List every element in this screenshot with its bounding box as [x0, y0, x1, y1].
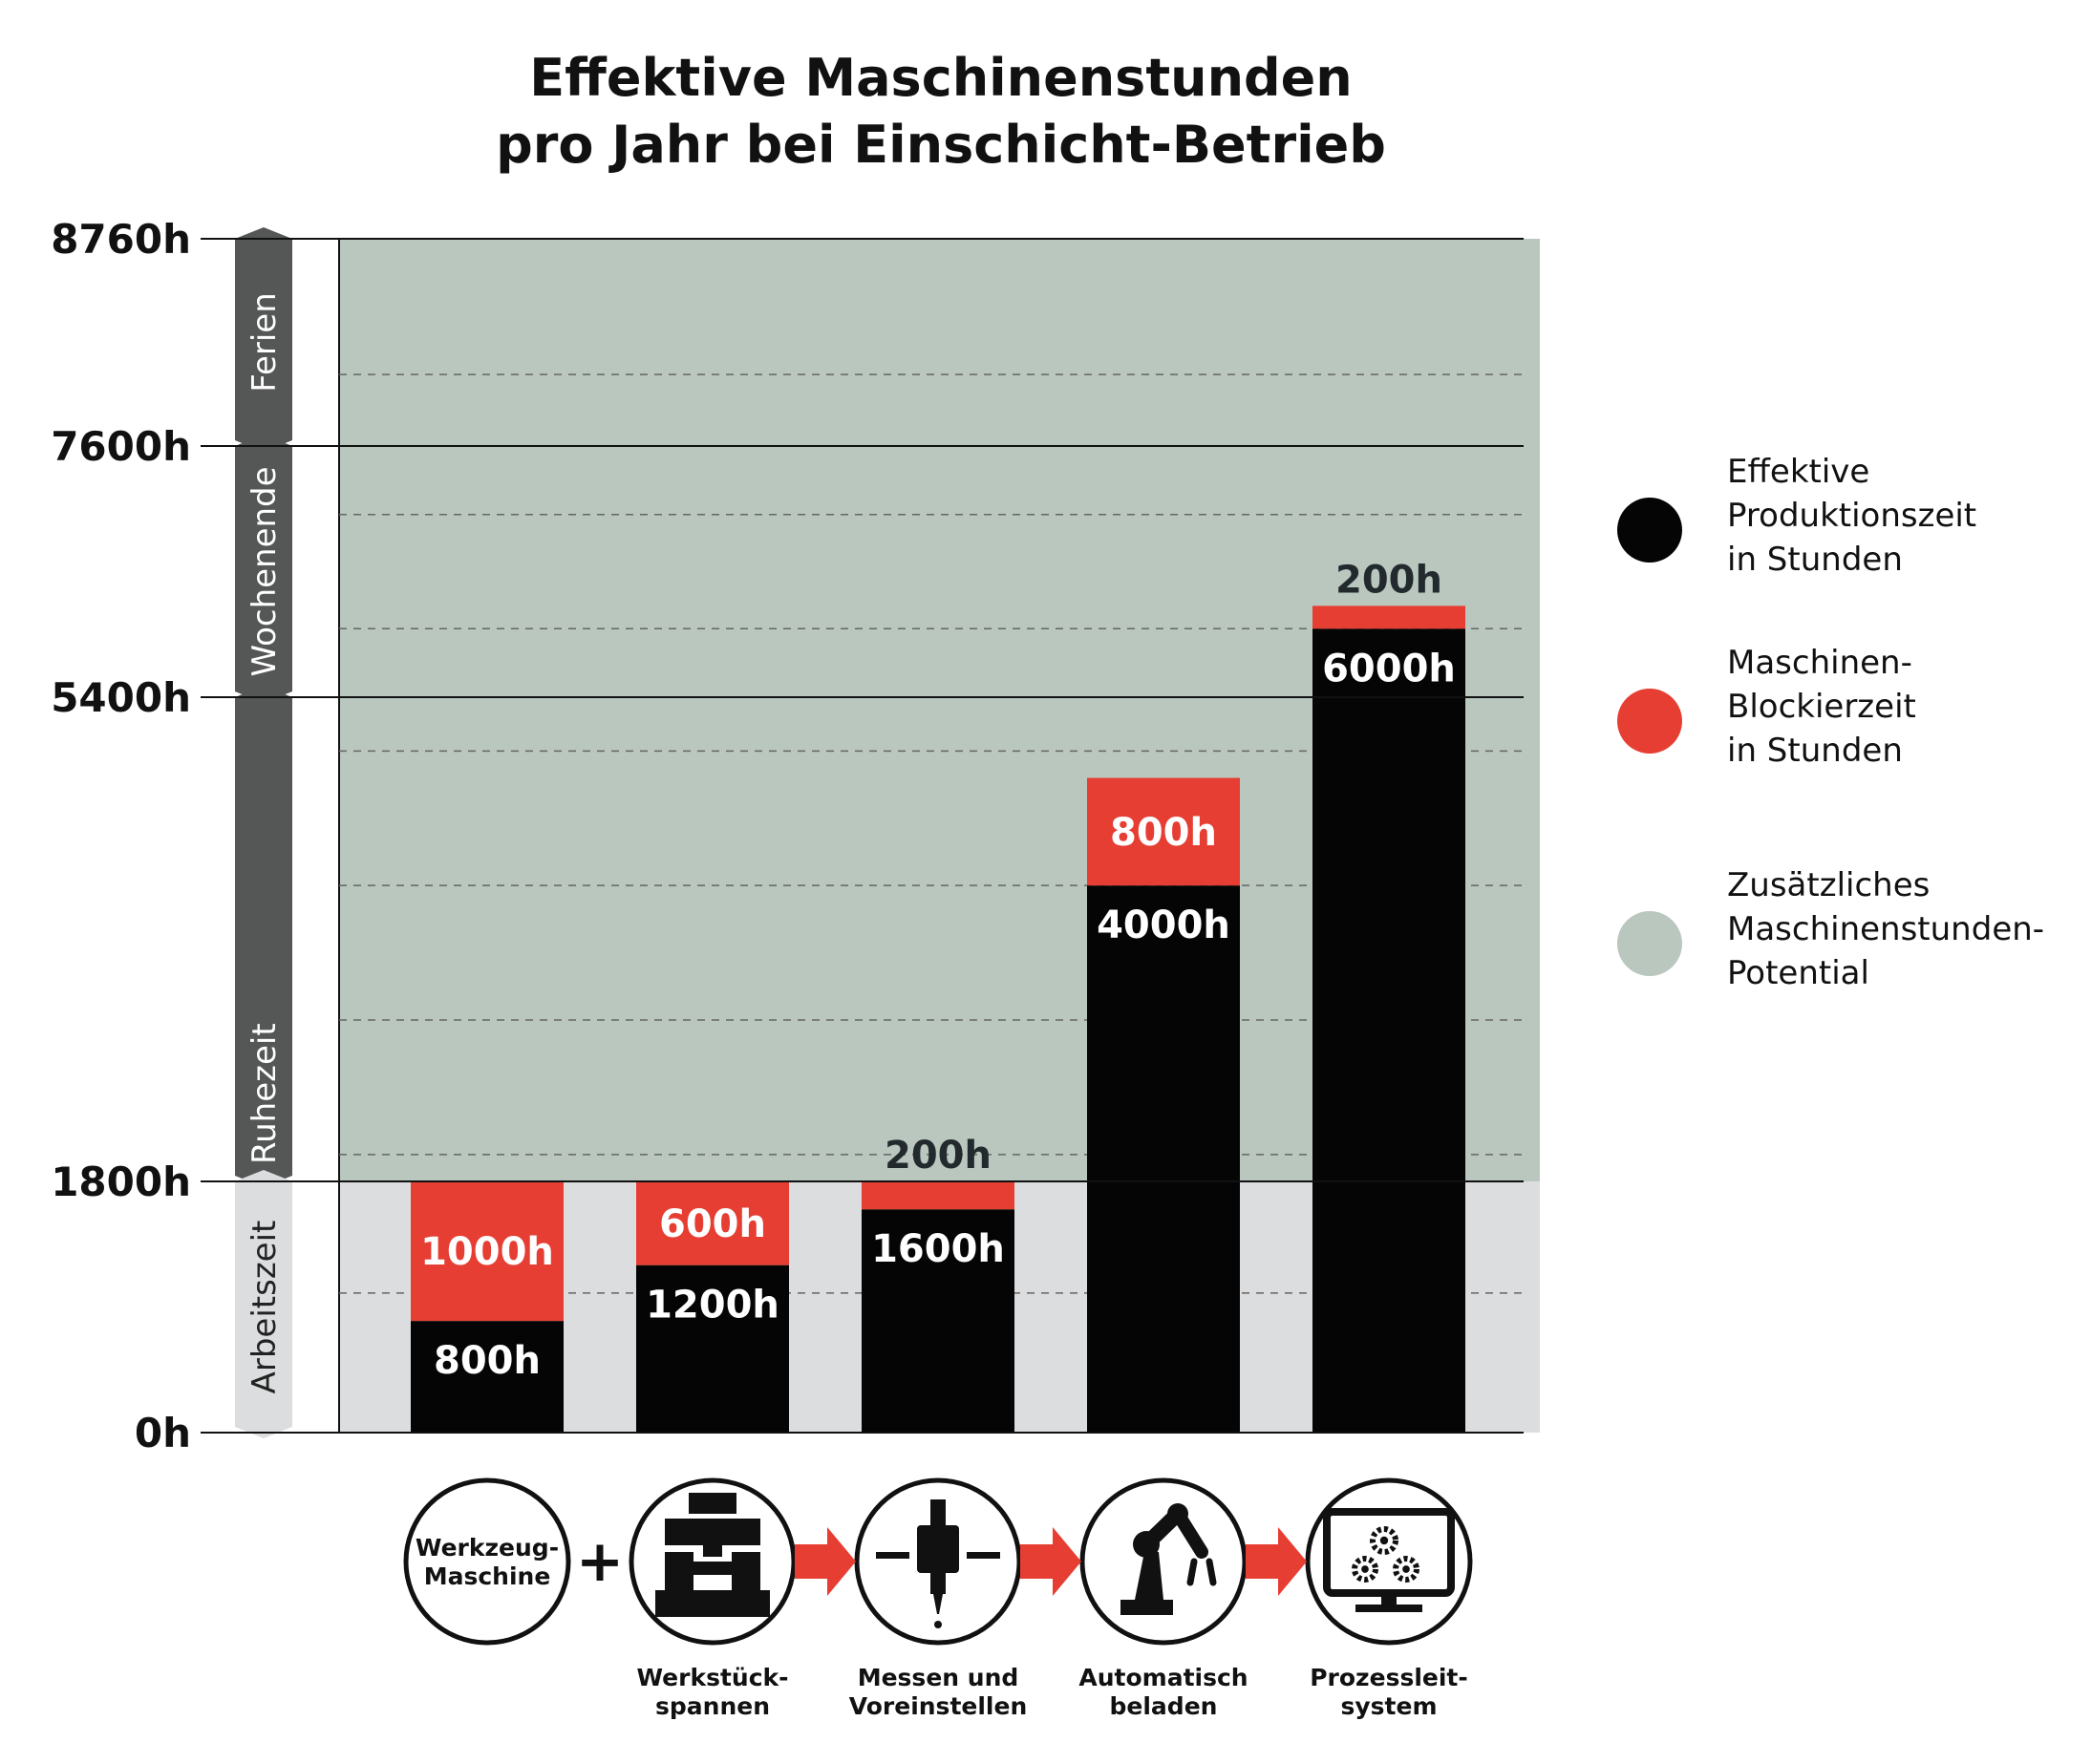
legend-label: Produktionszeit — [1727, 497, 1976, 535]
legend-label: Potential — [1727, 954, 1869, 992]
step-caption: Werkstück- — [636, 1664, 788, 1691]
legend-swatch — [1617, 498, 1682, 563]
bar-blocking — [636, 1181, 789, 1265]
bar-effective — [1087, 885, 1240, 1433]
time-band-label: Wochenende — [245, 466, 284, 676]
chart-title: Effektive Maschinenstunden pro Jahr bei … — [496, 48, 1386, 175]
time-band — [235, 227, 292, 452]
title-line-2: pro Jahr bei Einschicht-Betrieb — [496, 115, 1386, 175]
time-band-label: Ruhezeit — [245, 1023, 284, 1164]
time-band — [235, 435, 292, 703]
process-control-icon — [1323, 1508, 1455, 1612]
step-caption: beladen — [1110, 1692, 1218, 1720]
bar-effective — [862, 1209, 1014, 1433]
data-label-blocking: 600h — [659, 1202, 766, 1246]
arrow-icon — [1020, 1527, 1081, 1596]
legend-swatch — [1617, 911, 1682, 976]
data-label-effective: 6000h — [1322, 647, 1456, 691]
arrow-icon — [1246, 1527, 1307, 1596]
legend-label: Blockierzeit — [1727, 688, 1916, 726]
arrow-icon — [795, 1527, 856, 1596]
legend-label: in Stunden — [1727, 732, 1903, 770]
step-caption: spannen — [655, 1692, 770, 1720]
legend-label: in Stunden — [1727, 541, 1903, 579]
y-tick-label: 7600h — [51, 423, 191, 470]
legend-swatch — [1617, 689, 1682, 754]
title-line-1: Effektive Maschinenstunden — [529, 48, 1352, 108]
data-label-blocking: 800h — [1110, 811, 1217, 855]
step-caption: system — [1340, 1692, 1437, 1720]
y-tick-label: 5400h — [51, 674, 191, 721]
time-bands: Ferien Wochenende Ruhezeit Arbeitszeit — [235, 227, 292, 1438]
data-label-blocking: 1000h — [420, 1230, 554, 1274]
process-steps: Werkzeug-Maschine Werkstück-spannen Messen… — [403, 1477, 1473, 1720]
step-inner-label: Maschine — [424, 1562, 551, 1590]
bar-blocking — [1087, 777, 1240, 886]
workpiece-clamp-icon — [655, 1493, 770, 1617]
step-caption: Automatisch — [1078, 1664, 1248, 1691]
data-label-effective: 4000h — [1097, 903, 1230, 947]
data-label-effective: 800h — [434, 1339, 541, 1383]
step-inner-label: Werkzeug- — [416, 1534, 559, 1562]
bar-blocking — [411, 1181, 564, 1322]
step-machine-tool: Werkzeug-Maschine — [403, 1477, 571, 1646]
robot-arm-icon — [1120, 1503, 1217, 1615]
step-circle — [403, 1477, 571, 1646]
bar-effective — [1312, 628, 1465, 1433]
bar-effective — [411, 1321, 564, 1433]
y-tick-label: 1800h — [51, 1158, 191, 1205]
bars: 800h 1000h 1200h 600h 1600h 200h 4000h 800h 6000… — [411, 558, 1465, 1433]
plus-sign: + — [576, 1528, 624, 1595]
step-caption: Prozessleit- — [1310, 1664, 1468, 1691]
y-tick-label: 8760h — [51, 216, 191, 263]
legend-label: Zusätzliches — [1727, 866, 1930, 904]
legend-label: Effektive — [1727, 453, 1869, 491]
y-tick-label: 0h — [135, 1410, 191, 1456]
data-label-blocking: 200h — [1335, 558, 1442, 602]
time-band-label: Ferien — [245, 292, 284, 393]
step-process-control-icon: Prozessleit-system — [1305, 1477, 1473, 1720]
step-circle — [1079, 1477, 1248, 1646]
step-workpiece-clamp-icon: Werkstück-spannen — [629, 1477, 797, 1720]
bar-blocking — [1312, 606, 1465, 629]
data-label-effective: 1200h — [646, 1284, 779, 1328]
measure-preset-icon — [876, 1499, 1000, 1628]
step-caption: Voreinstellen — [849, 1692, 1028, 1720]
data-label-blocking: 200h — [885, 1134, 992, 1178]
time-band — [235, 1170, 292, 1438]
legend: Effektive Produktionszeit in Stunden Maschi… — [1617, 453, 2044, 992]
bar-effective — [636, 1265, 789, 1433]
bar-blocking — [862, 1181, 1014, 1210]
legend-label: Maschinen- — [1727, 644, 1912, 682]
step-caption: Messen und — [858, 1664, 1019, 1691]
time-band-label: Arbeitszeit — [245, 1221, 284, 1394]
step-circle — [1305, 1477, 1473, 1646]
legend-label: Maschinenstunden- — [1727, 910, 2044, 948]
y-axis-ticks: 0h 1800h 5400h 7600h 8760h — [51, 216, 1524, 1456]
time-band — [235, 686, 292, 1187]
data-label-effective: 1600h — [871, 1227, 1005, 1271]
